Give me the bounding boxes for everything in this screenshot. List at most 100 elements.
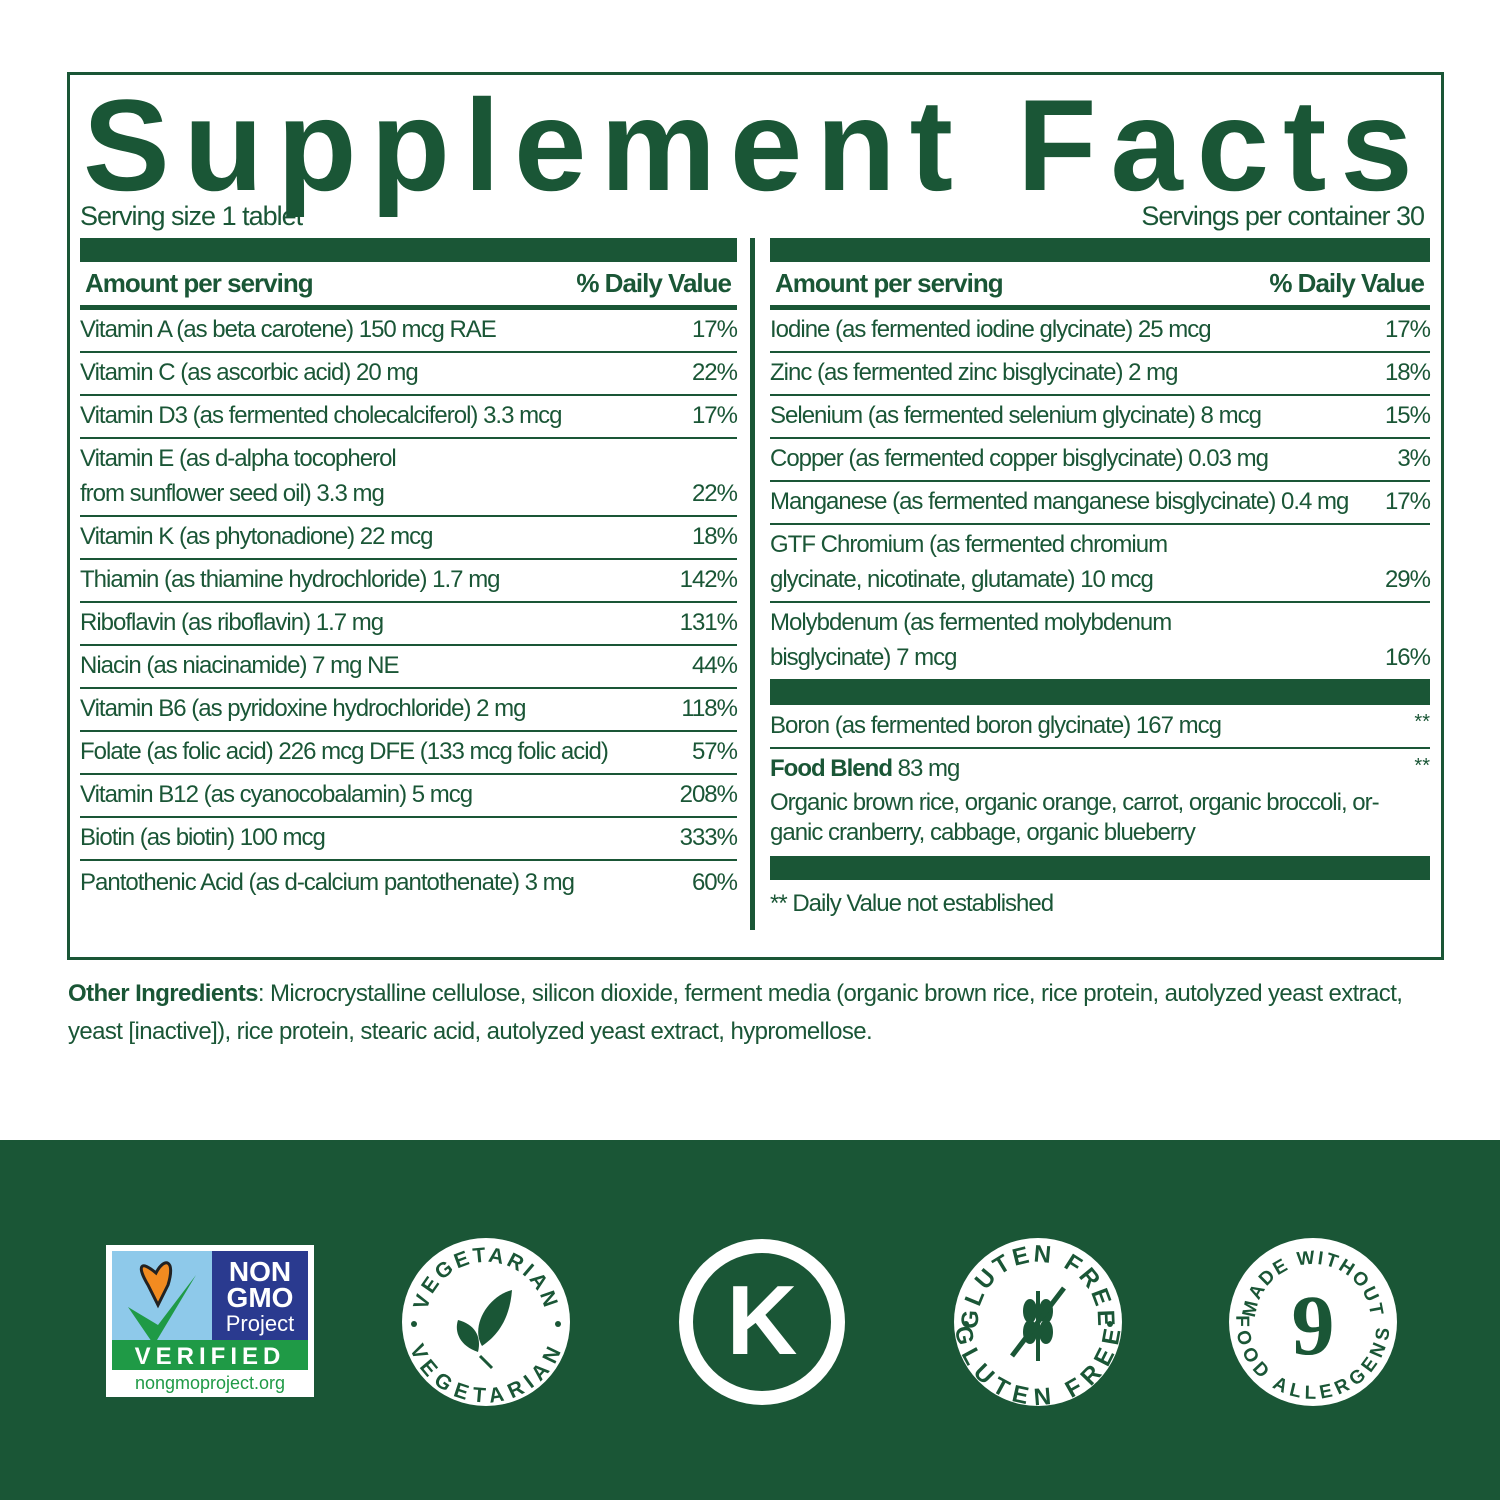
- daily-value: 15%: [1384, 402, 1431, 430]
- nutrient-name: Vitamin E (as d-alpha tocopherol: [80, 445, 397, 473]
- nutrient-row: Thiamin (as thiamine hydrochloride) 1.7 …: [80, 560, 738, 603]
- kosher-badge: K: [676, 1236, 848, 1413]
- servings-per-container: Servings per container 30: [1141, 200, 1425, 232]
- nutrient-name: Thiamin (as thiamine hydrochloride) 1.7 …: [80, 566, 501, 594]
- nutrient-row: Pantothenic Acid (as d-calcium pantothen…: [80, 861, 738, 904]
- food-blend-ingredients: Organic brown rice, organic orange, carr…: [770, 788, 1380, 816]
- wheat-icon: [1010, 1286, 1066, 1361]
- other-ingredients-label: Other Ingredients: [68, 980, 258, 1007]
- nutrient-row: Vitamin D3 (as fermented cholecalciferol…: [80, 396, 738, 439]
- daily-value: 29%: [1384, 566, 1431, 594]
- nutrient-name: Selenium (as fermented selenium glycinat…: [770, 402, 1262, 430]
- svg-text:GMO: GMO: [227, 1282, 294, 1313]
- nutrient-row: Niacin (as niacinamide) 7 mg NE 44%: [80, 646, 738, 689]
- nutrient-row: Vitamin B12 (as cyanocobalamin) 5 mcg 208…: [80, 775, 738, 818]
- nutrient-name: bisglycinate) 7 mcg: [770, 644, 957, 672]
- nutrient-row: Biotin (as biotin) 100 mcg 333%: [80, 818, 738, 861]
- daily-value: 22%: [691, 359, 738, 387]
- nutrient-name: Vitamin K (as phytonadione) 22 mcg: [80, 523, 433, 551]
- daily-value: 142%: [679, 566, 738, 594]
- daily-value: 17%: [1384, 488, 1431, 516]
- daily-value: 16%: [1384, 644, 1431, 672]
- svg-text:NON: NON: [229, 1256, 291, 1287]
- nutrient-row: Selenium (as fermented selenium glycinat…: [770, 396, 1431, 439]
- nutrient-name: Folate (as folic acid) 226 mcg DFE (133 …: [80, 738, 609, 766]
- nutrient-row: Molybdenum (as fermented molybdenum bisgl…: [770, 603, 1431, 681]
- vegetarian-badge: VEGETARIAN VEGETARIAN: [400, 1236, 572, 1413]
- column-divider: [750, 238, 755, 930]
- footnote-text: ** Daily Value not established: [770, 889, 1054, 917]
- nutrient-row: GTF Chromium (as fermented chromium glyci…: [770, 525, 1431, 603]
- allergen-free-badge: MADE WITHOUT FOOD ALLERGENS* 9: [1222, 1233, 1399, 1413]
- dv-header: % Daily Value: [1269, 267, 1425, 298]
- svg-text:K: K: [727, 1265, 798, 1375]
- nutrient-name: Vitamin D3 (as fermented cholecalciferol…: [80, 402, 562, 430]
- nutrient-row: Vitamin C (as ascorbic acid) 20 mg 22%: [80, 353, 738, 396]
- amount-header: Amount per serving: [85, 267, 314, 298]
- nutrient-row: Zinc (as fermented zinc bisglycinate) 2 …: [770, 353, 1431, 396]
- svg-text:9: 9: [1292, 1277, 1335, 1373]
- daily-value: 17%: [691, 402, 738, 430]
- daily-value: 57%: [691, 738, 738, 766]
- servings-per-container-text: Servings per container 30: [1141, 201, 1425, 231]
- nutrient-name: Iodine (as fermented iodine glycinate) 2…: [770, 316, 1212, 344]
- daily-value: 17%: [691, 316, 738, 344]
- nutrient-name: Copper (as fermented copper bisglycinate…: [770, 445, 1269, 473]
- column-header: Amount per serving % Daily Value: [770, 262, 1430, 310]
- page-title: Supplement Facts: [83, 72, 1427, 218]
- daily-value: 333%: [679, 824, 738, 852]
- nutrient-name: Boron (as fermented boron glycinate) 167…: [770, 712, 1222, 740]
- nutrient-row: Iodine (as fermented iodine glycinate) 2…: [770, 310, 1431, 353]
- serving-size: Serving size 1 tablet: [80, 200, 303, 232]
- nutrient-name: Pantothenic Acid (as d-calcium pantothen…: [80, 869, 575, 897]
- nutrient-row-boron: Boron (as fermented boron glycinate) 167…: [770, 705, 1430, 749]
- daily-value: 18%: [1384, 359, 1431, 387]
- daily-value: 118%: [681, 695, 738, 723]
- nutrient-name: Riboflavin (as riboflavin) 1.7 mg: [80, 609, 384, 637]
- svg-text:nongmoproject.org: nongmoproject.org: [135, 1373, 285, 1393]
- nutrient-row: Vitamin A (as beta carotene) 150 mcg RAE…: [80, 310, 738, 353]
- thick-rule: [770, 855, 1430, 880]
- daily-value: **: [1414, 755, 1430, 777]
- daily-value: **: [1414, 711, 1430, 733]
- nutrient-row: Vitamin K (as phytonadione) 22 mcg 18%: [80, 517, 738, 560]
- leaf-icon: [456, 1290, 512, 1370]
- butterfly-icon: [139, 1261, 173, 1309]
- dv-header: % Daily Value: [576, 267, 732, 298]
- column-header: Amount per serving % Daily Value: [80, 262, 737, 310]
- nutrient-name: Vitamin B6 (as pyridoxine hydrochloride)…: [80, 695, 526, 723]
- nutrient-name: Zinc (as fermented zinc bisglycinate) 2 …: [770, 359, 1179, 387]
- left-column: Amount per serving % Daily Value Vitamin …: [80, 238, 738, 904]
- nutrient-name: Vitamin A (as beta carotene) 150 mcg RAE: [80, 316, 497, 344]
- footnote: ** Daily Value not established: [770, 890, 1430, 919]
- other-ingredients-text: : Microcrystalline cellulose, silicon di…: [68, 980, 1403, 1045]
- nutrient-name: Niacin (as niacinamide) 7 mg NE: [80, 652, 399, 680]
- daily-value: 60%: [691, 869, 738, 897]
- non-gmo-badge: NON GMO Project VERIFIED nongmoproject.o…: [106, 1245, 314, 1402]
- nutrient-row: Vitamin E (as d-alpha tocopherol from sun…: [80, 439, 738, 517]
- thick-rule: [770, 681, 1430, 705]
- nutrient-name: Biotin (as biotin) 100 mcg: [80, 824, 326, 852]
- daily-value: 131%: [679, 609, 738, 637]
- gluten-free-badge: GLUTEN FREE GLUTEN FREE: [949, 1236, 1124, 1413]
- daily-value: 17%: [1384, 316, 1431, 344]
- nutrient-row: Folate (as folic acid) 226 mcg DFE (133 …: [80, 732, 738, 775]
- svg-text:VERIFIED: VERIFIED: [135, 1343, 286, 1370]
- amount-header: Amount per serving: [775, 267, 1004, 298]
- nutrient-row: Riboflavin (as riboflavin) 1.7 mg 131%: [80, 603, 738, 646]
- daily-value: 22%: [691, 480, 738, 508]
- nutrient-name: GTF Chromium (as fermented chromium: [770, 531, 1168, 559]
- food-blend: Food Blend 83 mg Organic brown rice, org…: [770, 749, 1430, 856]
- daily-value: 44%: [691, 652, 738, 680]
- nutrient-row: Manganese (as fermented manganese bisgly…: [770, 482, 1431, 525]
- nutrient-row: Vitamin B6 (as pyridoxine hydrochloride)…: [80, 689, 738, 732]
- food-blend-ingredients: ganic cranberry, cabbage, organic bluebe…: [770, 818, 1196, 846]
- nutrient-row: Copper (as fermented copper bisglycinate…: [770, 439, 1431, 482]
- nutrient-name: Vitamin B12 (as cyanocobalamin) 5 mcg: [80, 781, 473, 809]
- daily-value: 208%: [679, 781, 738, 809]
- nutrient-name: glycinate, nicotinate, glutamate) 10 mcg: [770, 566, 1154, 594]
- serving-size-text: Serving size 1 tablet: [80, 201, 303, 231]
- nutrient-name: Vitamin C (as ascorbic acid) 20 mg: [80, 359, 419, 387]
- food-blend-amount: 83 mg: [891, 755, 961, 782]
- nutrient-name: Molybdenum (as fermented molybdenum: [770, 609, 1172, 637]
